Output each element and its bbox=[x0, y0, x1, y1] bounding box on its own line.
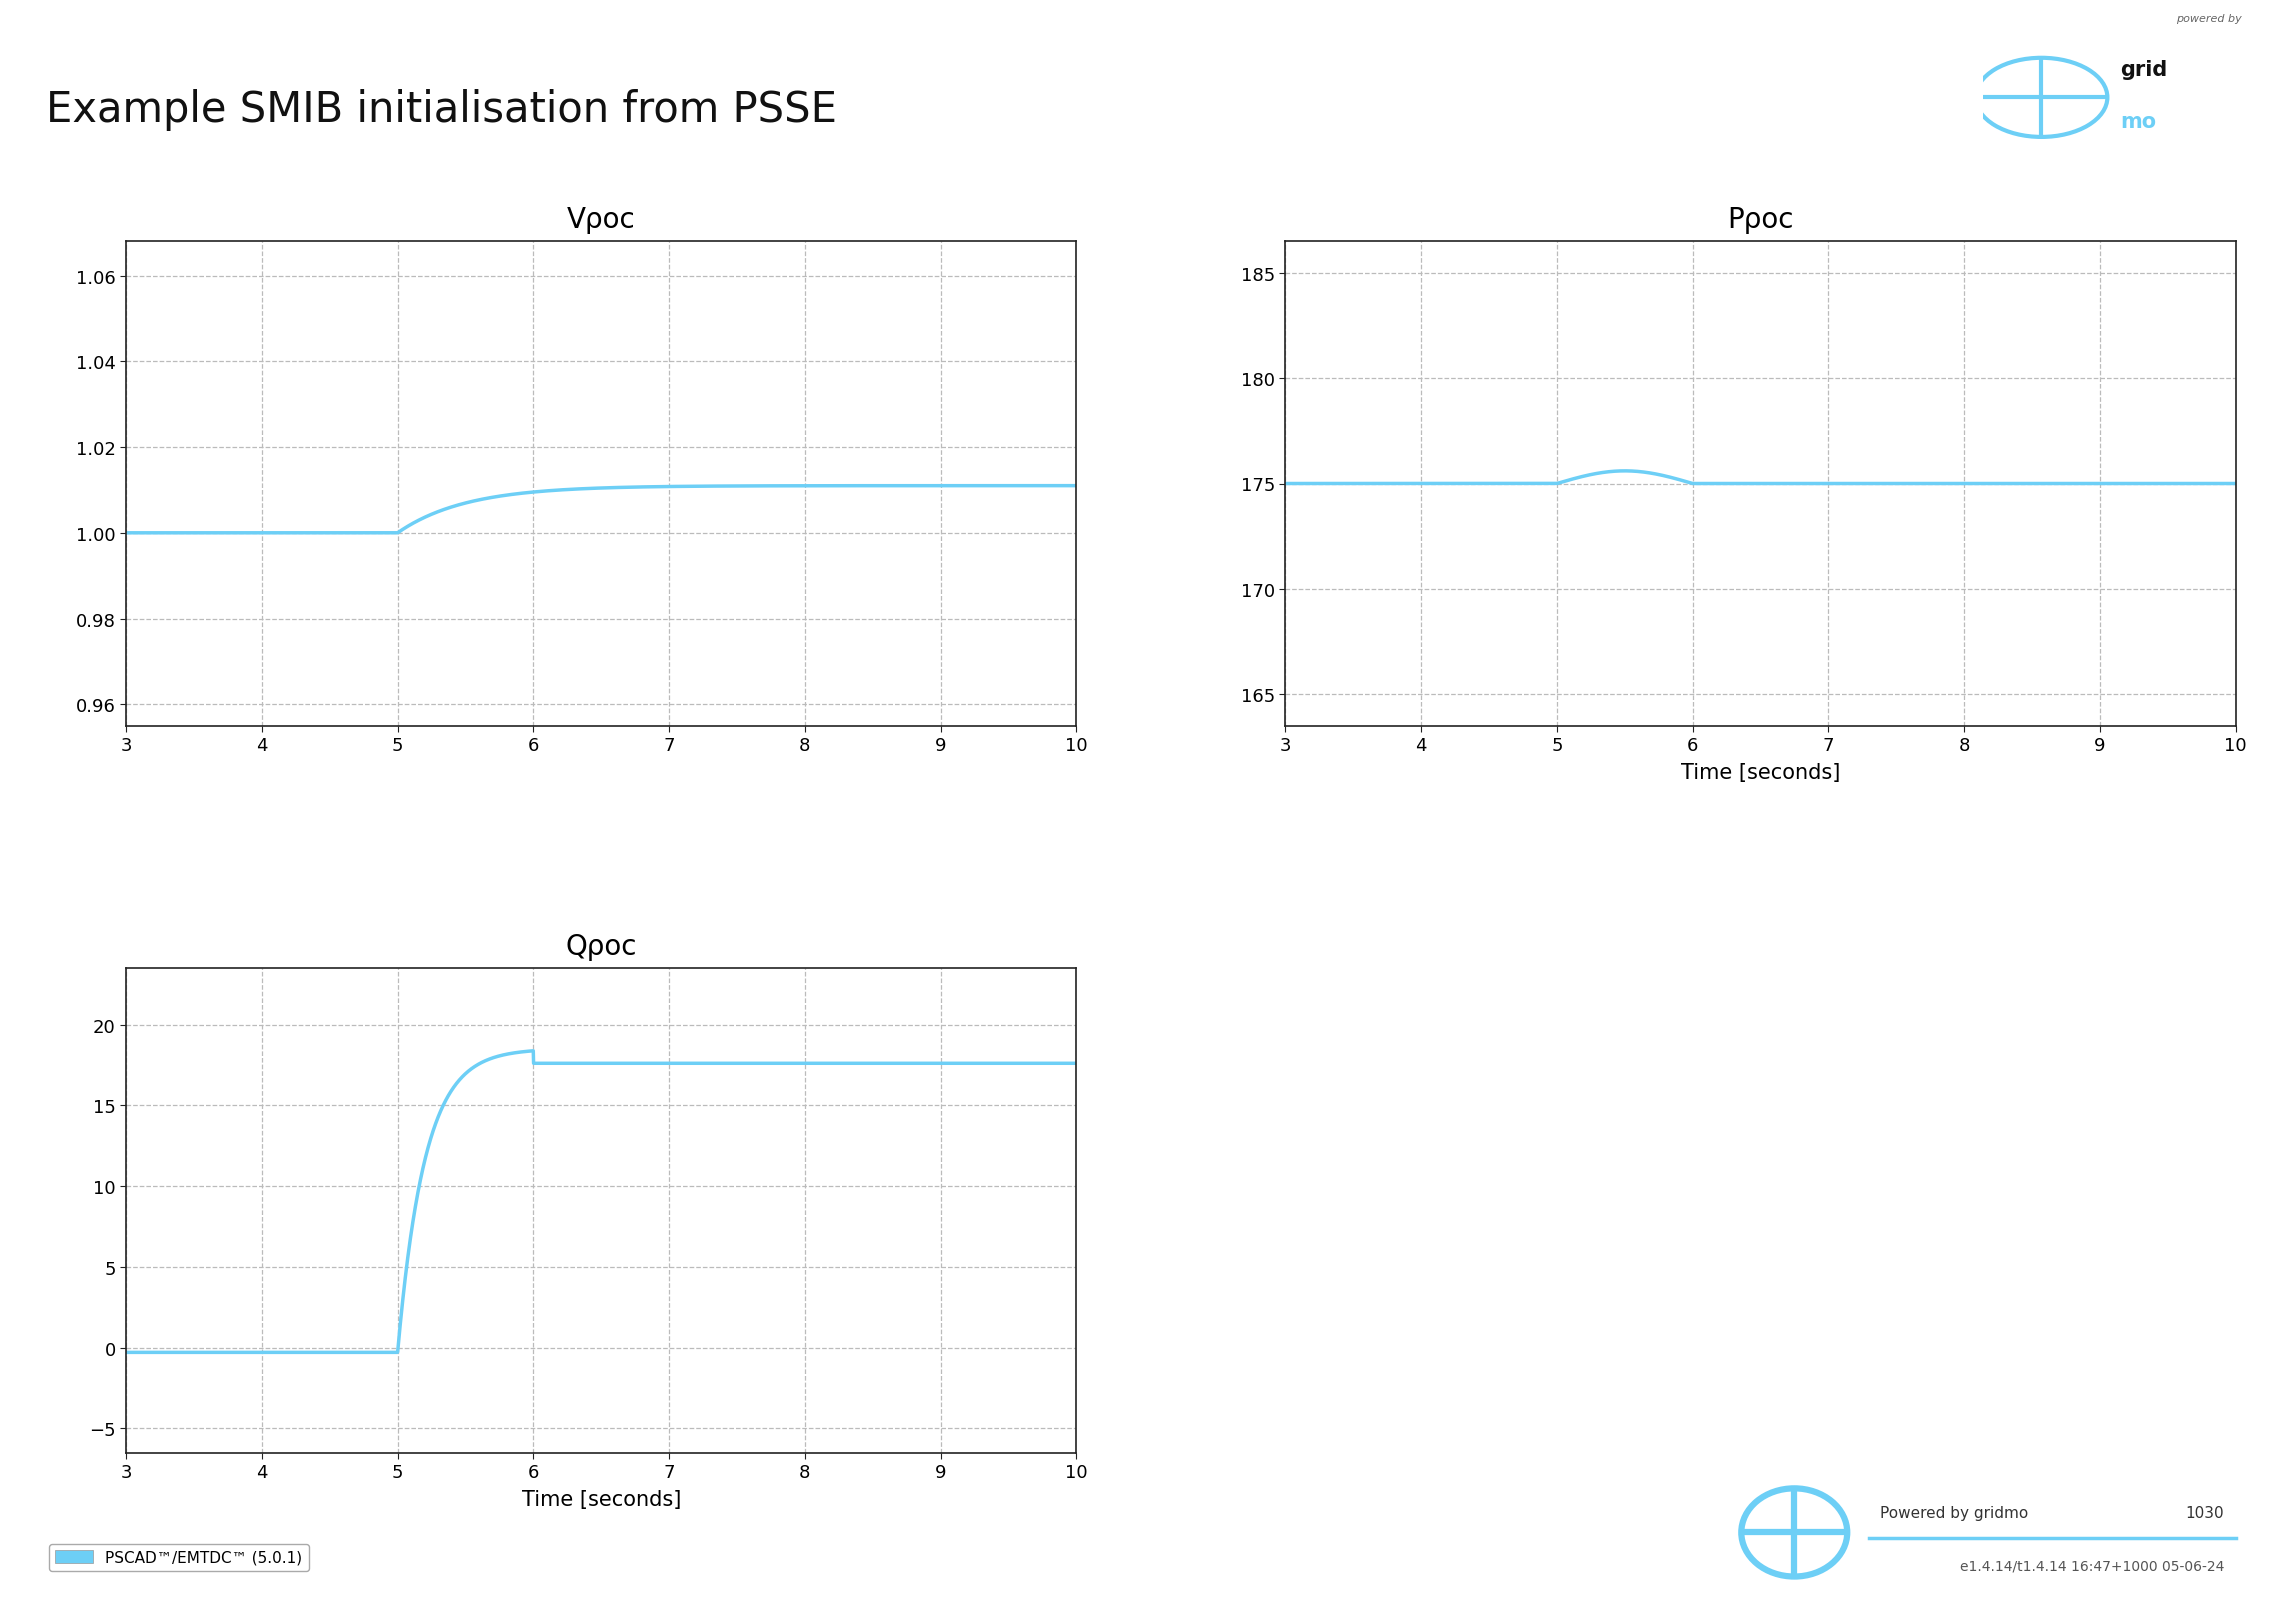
X-axis label: Time [seconds]: Time [seconds] bbox=[1681, 763, 1841, 783]
Title: Pρoc: Pρoc bbox=[1727, 207, 1793, 234]
Text: Powered by gridmo: Powered by gridmo bbox=[1880, 1504, 2029, 1520]
Title: Vρoc: Vρoc bbox=[566, 207, 635, 234]
Text: e1.4.14/t1.4.14 16:47+1000 05-06-24: e1.4.14/t1.4.14 16:47+1000 05-06-24 bbox=[1961, 1559, 2224, 1572]
Legend: PSCAD™/EMTDC™ (5.0.1): PSCAD™/EMTDC™ (5.0.1) bbox=[48, 1543, 310, 1570]
Text: powered by: powered by bbox=[2176, 15, 2243, 24]
X-axis label: Time [seconds]: Time [seconds] bbox=[521, 1490, 681, 1509]
Title: Qρoc: Qρoc bbox=[566, 933, 637, 960]
Text: mo: mo bbox=[2121, 111, 2158, 132]
Text: Example SMIB initialisation from PSSE: Example SMIB initialisation from PSSE bbox=[46, 89, 837, 131]
Text: 1030: 1030 bbox=[2185, 1504, 2224, 1520]
Text: grid: grid bbox=[2121, 60, 2167, 79]
